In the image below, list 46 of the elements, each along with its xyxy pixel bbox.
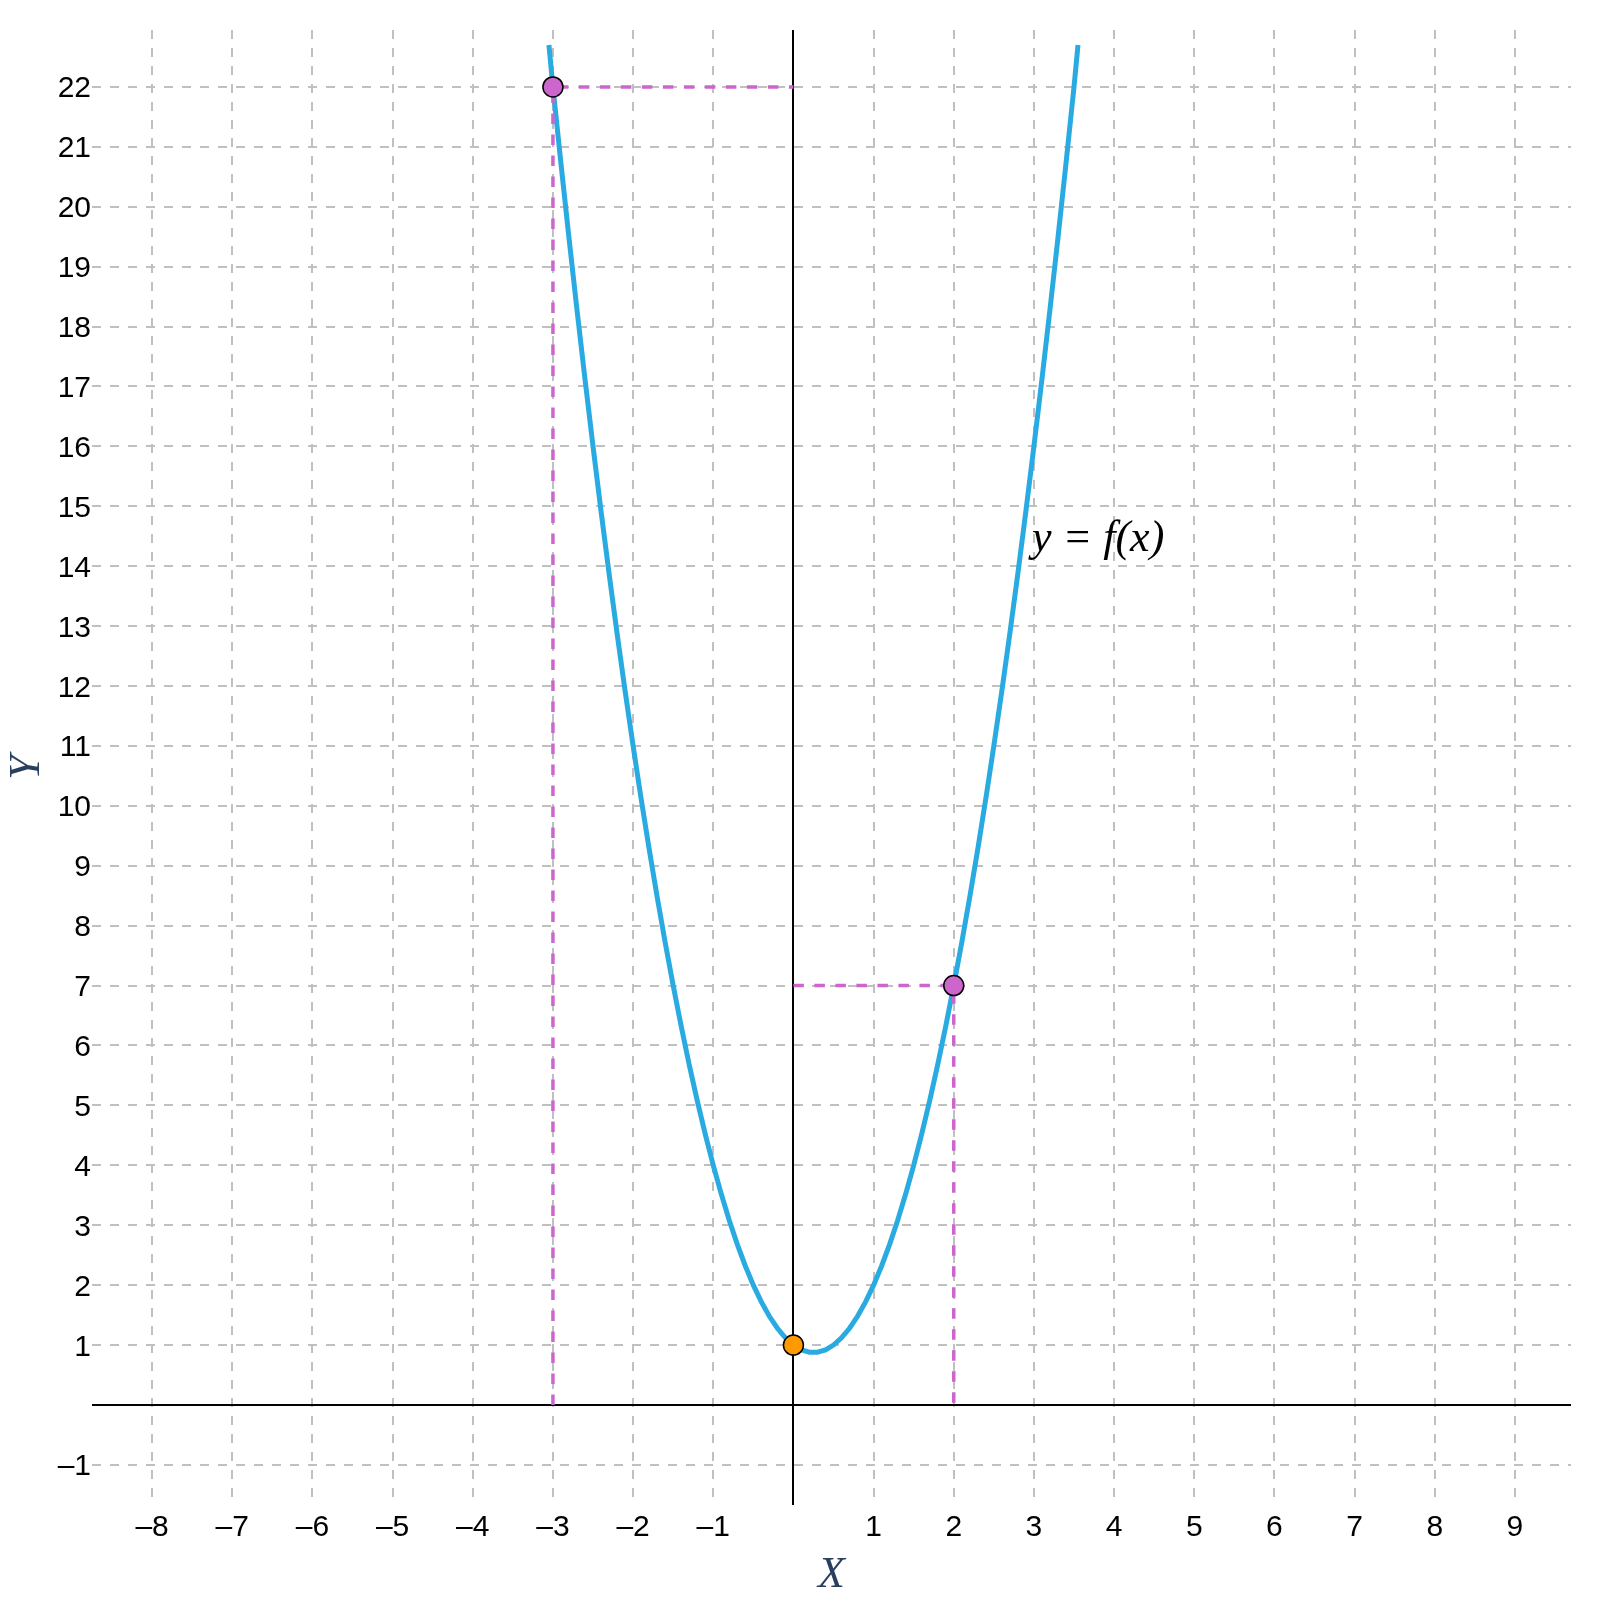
x-tick-label: 9 — [1506, 1509, 1524, 1542]
x-tick-label: –3 — [536, 1509, 570, 1542]
x-tick-label: –5 — [375, 1509, 410, 1542]
y-tick-label: 12 — [57, 669, 91, 703]
y-tick-label: 3 — [74, 1208, 91, 1242]
y-tick-label: 21 — [57, 130, 91, 164]
y-tick-label: 19 — [57, 250, 91, 284]
x-tick-label: –6 — [295, 1509, 330, 1542]
x-tick-label: –2 — [616, 1509, 650, 1542]
y-tick-label: 20 — [57, 190, 91, 224]
y-tick-label: 14 — [57, 549, 91, 583]
point — [782, 1334, 805, 1356]
point — [943, 974, 965, 997]
y-tick-label: 6 — [74, 1028, 91, 1062]
x-tick-label: –8 — [135, 1509, 169, 1542]
x-tick-label: 4 — [1105, 1509, 1123, 1542]
point — [542, 76, 564, 98]
y-tick-label: 18 — [57, 310, 91, 344]
y-tick-label: 22 — [57, 70, 91, 104]
y-axis-title: Y — [0, 750, 49, 780]
x-tick-label: –1 — [696, 1509, 730, 1542]
y-tick-label: 16 — [57, 429, 91, 463]
x-axis-title: X — [816, 1548, 848, 1598]
y-tick-label: 13 — [57, 609, 91, 643]
x-tick-label: 6 — [1266, 1509, 1283, 1542]
y-tick-label: 5 — [74, 1088, 91, 1122]
y-tick-label: 1 — [74, 1328, 91, 1362]
y-tick-label: 7 — [74, 969, 91, 1003]
y-tick-label: 4 — [74, 1148, 91, 1182]
y-tick-label: 2 — [74, 1268, 91, 1302]
y-tick-label: 8 — [74, 909, 91, 943]
annotation: y = f(x) — [1028, 512, 1165, 561]
x-tick-label: 8 — [1426, 1509, 1444, 1542]
y-tick-label: 9 — [74, 849, 91, 883]
x-tick-label: 7 — [1346, 1509, 1363, 1542]
y-tick-label: 10 — [57, 789, 91, 823]
x-tick-label: 1 — [865, 1509, 882, 1542]
y-tick-label: 17 — [57, 369, 91, 403]
x-tick-label: –4 — [456, 1509, 490, 1542]
y-tick-label: 11 — [59, 729, 91, 763]
x-tick-label: 5 — [1185, 1509, 1203, 1542]
x-tick-label: –7 — [215, 1509, 249, 1542]
x-tick-label: 2 — [945, 1509, 963, 1542]
y-tick-label: –1 — [57, 1448, 91, 1482]
y-tick-label: 15 — [57, 489, 91, 523]
x-tick-label: 3 — [1025, 1509, 1043, 1542]
